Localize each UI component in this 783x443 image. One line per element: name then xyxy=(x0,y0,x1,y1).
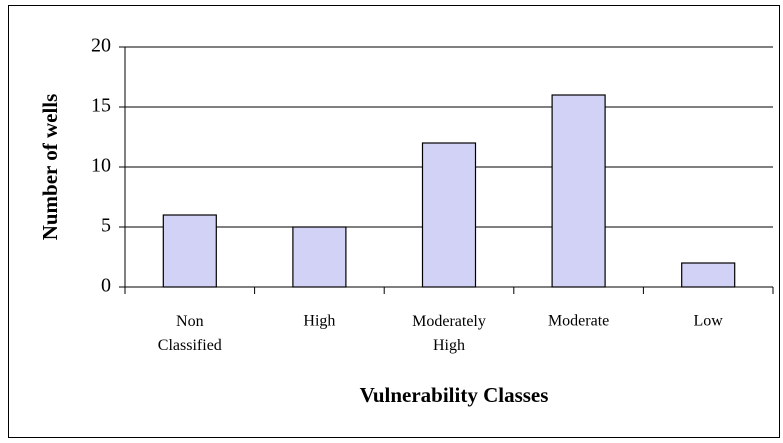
x-tick-label: Non Classified xyxy=(158,313,222,354)
y-tick-label: 5 xyxy=(101,215,111,237)
x-axis-title: Vulnerability Classes xyxy=(360,383,549,407)
y-axis-title: Number of wells xyxy=(38,94,62,241)
chart-border xyxy=(8,5,780,438)
y-tick-label: 20 xyxy=(91,35,111,57)
y-tick-label: 15 xyxy=(91,95,111,117)
bar xyxy=(421,142,477,288)
bar xyxy=(681,262,736,288)
y-tick-label: 10 xyxy=(91,155,111,177)
x-tick-label: Low xyxy=(694,313,724,330)
y-tick-label: 0 xyxy=(101,275,111,297)
bar xyxy=(551,94,606,288)
x-tick-label: Moderately High xyxy=(412,313,486,354)
x-tick-label: Moderate xyxy=(548,313,609,330)
bar xyxy=(292,226,347,288)
bar xyxy=(162,214,217,288)
x-tick-label: High xyxy=(303,313,335,330)
